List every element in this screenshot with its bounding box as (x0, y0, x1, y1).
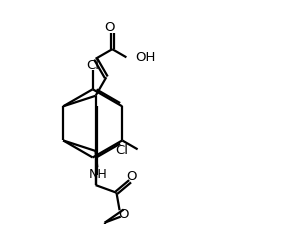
Text: Cl: Cl (115, 143, 128, 156)
Text: OH: OH (135, 51, 156, 64)
Text: O: O (105, 21, 115, 34)
Text: O: O (126, 169, 136, 182)
Text: NH: NH (88, 168, 107, 180)
Text: O: O (119, 207, 129, 220)
Text: Cl: Cl (86, 59, 99, 72)
